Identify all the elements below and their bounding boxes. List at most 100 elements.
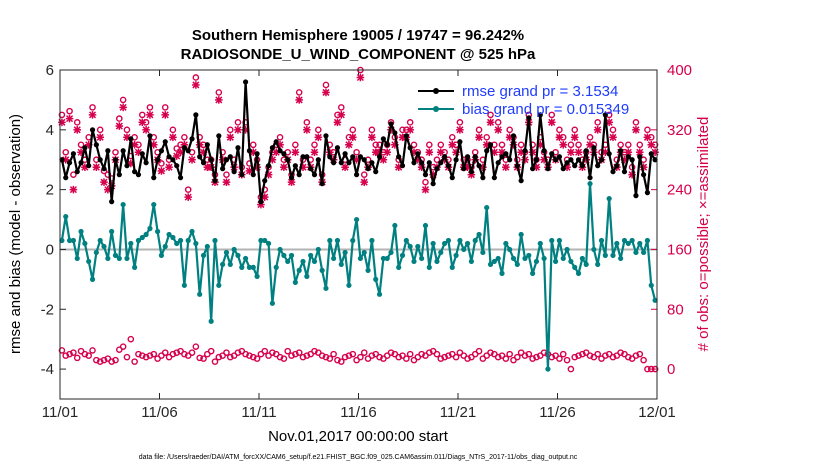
bias-point (430, 240, 436, 247)
bias-point (78, 228, 84, 235)
obs-possible-point (249, 353, 257, 361)
rmse-point (556, 154, 563, 160)
bias-point (564, 246, 570, 253)
bias-point (644, 237, 651, 244)
rmse-point (132, 169, 138, 175)
bias-point (422, 222, 429, 229)
bias-point (530, 270, 536, 276)
bias-point (281, 252, 287, 259)
rmse-point (296, 172, 302, 178)
y-right-axis-label: # of obs: o=possible; ×=assimilated (695, 117, 712, 352)
obs-possible-point (594, 350, 601, 358)
bias-point (300, 258, 306, 265)
obs-assimilated-point (222, 178, 231, 186)
rmse-point (177, 175, 184, 181)
bias-point (265, 240, 272, 247)
obs-possible-point (494, 119, 502, 126)
bias-point (533, 258, 540, 265)
obs-possible-point (464, 355, 471, 362)
rmse-point (204, 142, 210, 148)
rmse-point (300, 154, 306, 160)
y-right-tick-label: 0 (667, 361, 675, 378)
bias-point (105, 255, 111, 262)
obs-assimilated-point (310, 148, 319, 157)
obs-assimilated-point (475, 133, 483, 142)
rmse-point (537, 112, 543, 118)
obs-possible-point (223, 349, 230, 356)
obs-possible-point (571, 126, 579, 134)
obs-possible-point (506, 126, 513, 134)
obs-assimilated-point (157, 167, 166, 175)
bias-point (319, 267, 325, 273)
obs-possible-point (559, 350, 567, 358)
rmse-point (93, 142, 99, 148)
obs-possible-point (70, 349, 77, 356)
obs-possible-point (506, 350, 513, 358)
obs-possible-point (73, 354, 81, 362)
legend: rmse grand pr = 3.1534 bias grand pr = 0… (418, 83, 629, 118)
rmse-point (457, 139, 463, 145)
obs-possible-point (406, 119, 414, 126)
obs-possible-point (207, 347, 215, 355)
rmse-point (453, 157, 459, 163)
obs-possible-point (334, 356, 341, 364)
obs-possible-point (456, 119, 464, 126)
bias-point (376, 291, 383, 297)
rmse-point (189, 136, 195, 142)
obs-possible-point (360, 171, 368, 178)
bias-point (135, 237, 142, 244)
rmse-point (644, 190, 651, 196)
bias-point (143, 231, 149, 238)
rmse-point (327, 154, 333, 160)
obs-possible-point (96, 126, 104, 134)
rmse-point (384, 142, 390, 148)
rmse-point (641, 172, 647, 178)
rmse-point (120, 148, 126, 154)
rmse-point (461, 166, 467, 172)
bias-point (311, 258, 318, 265)
rmse-point (78, 160, 84, 166)
obs-assimilated-point (567, 148, 575, 157)
obs-possible-point (85, 352, 93, 359)
bias-point (560, 255, 566, 262)
rmse-point (361, 157, 367, 163)
obs-assimilated-point (291, 148, 300, 157)
bias-point (296, 267, 302, 273)
bias-point (273, 264, 279, 270)
bias-point (197, 291, 203, 297)
rmse-point (396, 154, 402, 160)
rmse-point (147, 133, 153, 139)
rmse-point (499, 154, 505, 160)
bias-point (598, 237, 605, 244)
obs-possible-point (418, 350, 425, 358)
obs-possible-point (62, 352, 70, 359)
bias-point (526, 252, 532, 259)
obs-possible-point (521, 352, 529, 359)
bias-point (591, 246, 597, 253)
obs-possible-point (644, 126, 651, 134)
rmse-point (208, 157, 214, 163)
rmse-point (273, 139, 279, 145)
obs-possible-point (58, 347, 66, 354)
bias-point (147, 225, 153, 232)
obs-possible-point (567, 141, 575, 149)
obs-assimilated-point (494, 126, 502, 134)
x-axis-label: Nov.01,2017 00:00:00 start (268, 428, 449, 445)
obs-possible-point (586, 133, 594, 141)
rmse-point (162, 139, 168, 145)
obs-assimilated-point (547, 118, 556, 127)
bias-point (610, 252, 616, 259)
obs-possible-point (261, 347, 269, 355)
obs-possible-point (433, 156, 441, 164)
rmse-point (480, 175, 486, 181)
obs-possible-point (579, 350, 586, 358)
x-tick-label: 12/01 (638, 404, 676, 421)
obs-possible-point (483, 133, 491, 141)
rmse-point (587, 175, 593, 181)
obs-possible-point (341, 353, 349, 361)
bias-point (572, 264, 578, 270)
y-left-tick-label: 4 (46, 122, 54, 139)
rmse-point (63, 175, 69, 181)
obs-possible-point (437, 355, 445, 362)
rmse-point (380, 136, 386, 142)
